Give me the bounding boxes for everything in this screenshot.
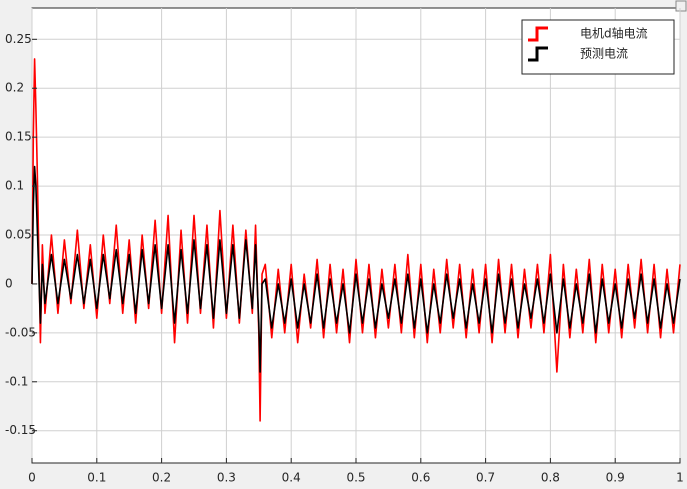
- x-tick-label: 0.7: [476, 471, 495, 485]
- x-tick-label: 0.3: [217, 471, 236, 485]
- y-tick-label: -0.1: [5, 374, 28, 388]
- x-tick-label: 0.4: [282, 471, 301, 485]
- legend-swatch: [528, 46, 548, 62]
- y-tick-label: -0.05: [5, 325, 36, 339]
- y-tick-label: -0.15: [5, 423, 36, 437]
- window-icon[interactable]: [675, 0, 687, 12]
- x-tick-label: 0.2: [152, 471, 171, 485]
- x-tick-label: 0.6: [411, 471, 430, 485]
- legend-swatch: [528, 26, 548, 42]
- y-tick-label: 0.05: [5, 228, 32, 242]
- legend-label: 电机d轴电流: [580, 26, 648, 41]
- x-tick-label: 0.5: [346, 471, 365, 485]
- x-tick-label: 0.1: [87, 471, 106, 485]
- legend-label: 预测电流: [580, 47, 628, 61]
- y-tick-label: 0.15: [5, 130, 32, 144]
- series-line: [31, 165, 681, 373]
- y-tick-label: 0.2: [5, 81, 24, 95]
- x-tick-label: 1: [676, 471, 684, 485]
- x-tick-label: 0: [28, 471, 36, 485]
- y-tick-label: 0.1: [5, 179, 24, 193]
- y-tick-label: 0: [5, 276, 13, 290]
- x-tick-label: 0.8: [541, 471, 560, 485]
- y-tick-label: 0.25: [5, 32, 32, 46]
- x-tick-label: 0.9: [606, 471, 625, 485]
- lines: [31, 58, 681, 422]
- ticks: 0.25 0.2 0.15 0.1 0.05 0 -0.05 -0.1 -0.15 0 0.1 0.2…: [5, 32, 684, 485]
